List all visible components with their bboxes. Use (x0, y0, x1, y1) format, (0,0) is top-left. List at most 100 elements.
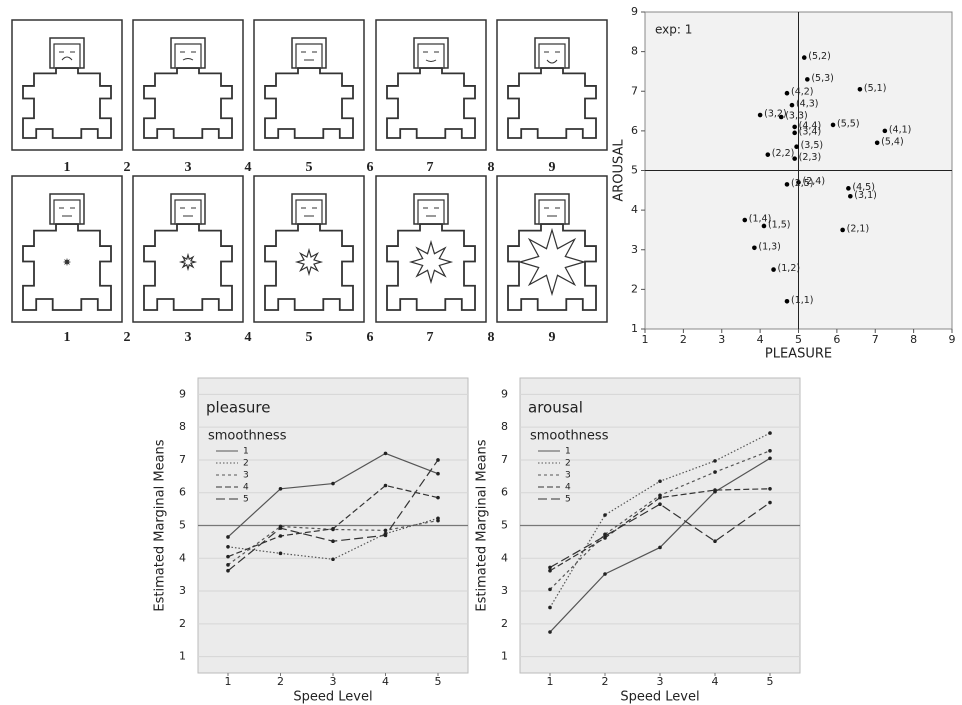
series-point (713, 539, 717, 543)
point (779, 115, 784, 120)
point-label: (4,2) (791, 87, 814, 98)
x-tick-label: 1 (225, 675, 232, 688)
series-point (713, 459, 717, 463)
point-label: (2,2) (772, 148, 795, 159)
figure: 123456789123456789123456789123456789(5,2… (0, 0, 962, 705)
point (875, 140, 880, 145)
y-tick-label: 1 (179, 650, 186, 663)
sam-scale-label: 3 (185, 330, 192, 345)
point-label: (3,5) (801, 140, 824, 151)
sam-scale-label: 4 (245, 330, 252, 345)
y-tick-label: 7 (631, 84, 638, 97)
point (785, 182, 790, 187)
point (792, 131, 797, 136)
series-point (713, 470, 717, 474)
legend-title: smoothness (208, 429, 287, 444)
manikin-body (265, 68, 353, 138)
y-tick-label: 7 (179, 453, 186, 466)
point-label: (1,1) (791, 295, 814, 306)
series-point (658, 546, 662, 550)
point (794, 144, 799, 149)
x-tick-label: 1 (547, 675, 554, 688)
series-point (384, 484, 388, 488)
y-tick-label: 9 (179, 387, 186, 400)
legend-label: 4 (243, 483, 249, 493)
y-axis-label: Estimated Marginal Means (153, 439, 168, 611)
x-tick-label: 2 (277, 675, 284, 688)
sam-scale-label: 5 (306, 330, 313, 345)
sam-scale-label: 7 (427, 330, 434, 345)
point-label: (5,3) (811, 73, 834, 84)
manikin-head (54, 44, 80, 68)
manikin-head (54, 200, 80, 224)
series-point (603, 534, 607, 538)
x-tick-label: 7 (872, 333, 879, 346)
sam-scale-label: 1 (64, 160, 71, 175)
point (742, 218, 747, 223)
sam-scale-label: 1 (64, 330, 71, 345)
series-point (279, 526, 283, 530)
point-label: (1,5) (768, 219, 791, 230)
series-point (768, 449, 772, 453)
annotation: pleasure (206, 399, 271, 417)
x-tick-label: 1 (642, 333, 649, 346)
x-axis-label: PLEASURE (765, 347, 832, 362)
manikin-head (539, 44, 565, 68)
y-tick-label: 3 (179, 584, 186, 597)
legend-label: 2 (243, 459, 249, 469)
series-point (331, 557, 335, 561)
point-label: (4,1) (889, 124, 912, 135)
series-point (436, 496, 440, 500)
x-tick-label: 6 (833, 333, 840, 346)
manikin-arousal-burst (297, 250, 321, 274)
point (805, 77, 810, 82)
series-point (226, 569, 230, 573)
y-tick-label: 2 (179, 617, 186, 630)
point (840, 228, 845, 233)
manikin-frame (376, 20, 486, 150)
manikin-head (296, 44, 322, 68)
x-tick-label: 4 (382, 675, 389, 688)
series-point (603, 572, 607, 576)
y-tick-label: 1 (501, 650, 508, 663)
point-label: (3,3) (785, 111, 808, 122)
point (792, 125, 797, 130)
y-tick-label: 2 (631, 282, 638, 295)
sam-scale-label: 9 (549, 330, 556, 345)
y-tick-label: 3 (631, 243, 638, 256)
manikin-frame (12, 176, 122, 322)
series-point (226, 555, 230, 559)
series-point (226, 535, 230, 539)
x-axis-label: Speed Level (620, 690, 699, 705)
series-point (384, 452, 388, 456)
series-point (548, 569, 552, 573)
manikin-frame (12, 20, 122, 150)
page: {"sam": {"rows": [ {"labels": ["1", "2",… (0, 0, 962, 705)
point (848, 194, 853, 199)
manikin-body (387, 224, 475, 310)
x-tick-label: 5 (435, 675, 442, 688)
series-point (436, 458, 440, 462)
point-label: (2,5) (791, 178, 814, 189)
y-tick-label: 2 (501, 617, 508, 630)
point-label: (1,2) (778, 263, 801, 274)
y-tick-label: 6 (501, 486, 508, 499)
series-point (384, 529, 388, 533)
series-point (768, 487, 772, 491)
sam-scale-label: 6 (367, 160, 374, 175)
y-tick-label: 8 (631, 45, 638, 58)
series-point (548, 566, 552, 570)
series-point (331, 482, 335, 486)
manikin-head (418, 200, 444, 224)
point-label: (2,3) (799, 152, 822, 163)
manikin-head (175, 200, 201, 224)
sam-scale-label: 7 (427, 160, 434, 175)
point (752, 245, 757, 250)
series-point (331, 527, 335, 531)
y-axis-label: Estimated Marginal Means (475, 439, 490, 611)
manikin-frame (133, 176, 243, 322)
x-tick-label: 5 (795, 333, 802, 346)
annotation: arousal (528, 399, 583, 417)
series-point (658, 496, 662, 500)
manikin-body (387, 68, 475, 138)
